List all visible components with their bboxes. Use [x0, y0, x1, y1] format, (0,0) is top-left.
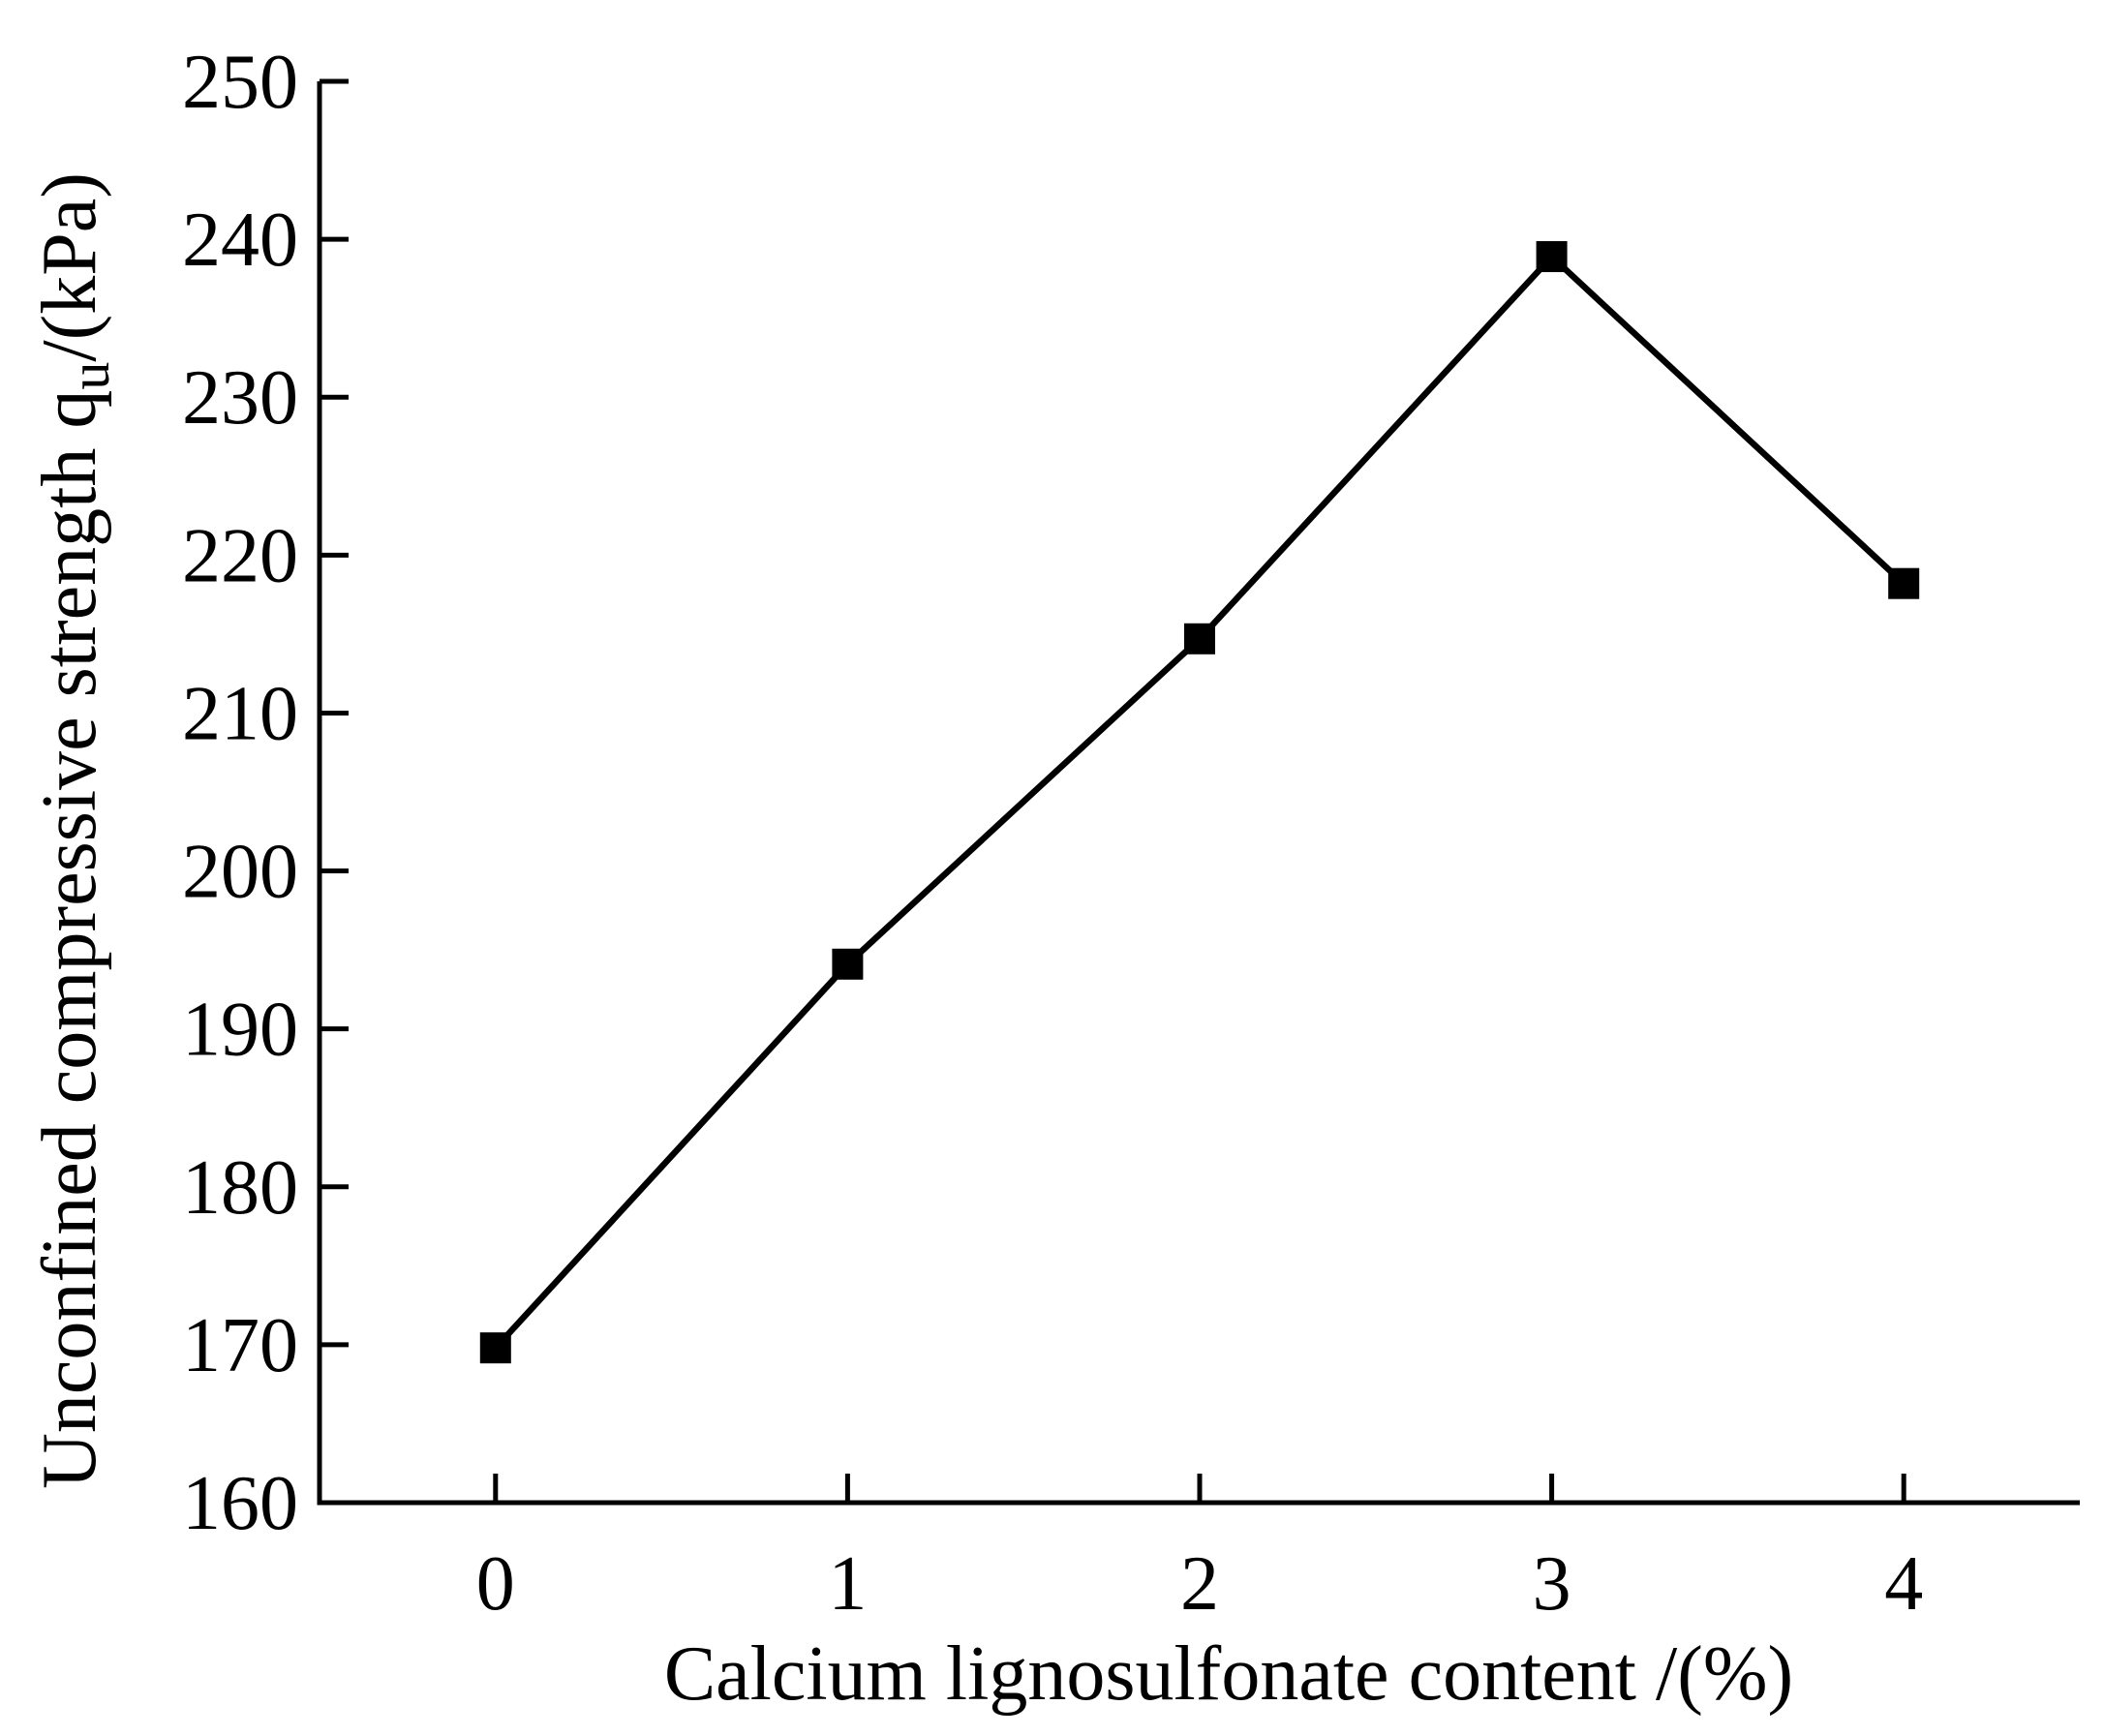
y-tick-label: 180 — [182, 1145, 298, 1231]
data-point-marker — [832, 948, 864, 980]
y-axis-title-unit: /(kPa) — [27, 172, 112, 362]
data-markers — [479, 241, 1920, 1364]
x-tick-label: 2 — [1180, 1541, 1219, 1627]
y-axis-ticks: 160 170 180 190 200 210 220 230 240 250 — [182, 40, 349, 1546]
data-point-marker — [1536, 241, 1568, 273]
series-line — [493, 252, 1906, 1351]
data-point-marker — [1888, 567, 1920, 599]
x-tick-label: 4 — [1884, 1541, 1923, 1627]
y-axis-title-subscript: u — [58, 362, 121, 390]
data-point-marker — [479, 1332, 511, 1364]
y-tick-label: 240 — [182, 198, 298, 283]
y-tick-label: 230 — [182, 355, 298, 441]
data-point-marker — [1184, 623, 1215, 655]
x-axis-ticks: 0 1 2 3 4 — [476, 1474, 1923, 1627]
y-tick-label: 170 — [182, 1303, 298, 1388]
y-tick-label: 220 — [182, 513, 298, 598]
x-axis-title: Calcium lignosulfonate content /(%) — [664, 1631, 1793, 1717]
y-tick-label: 190 — [182, 988, 298, 1073]
axes-frame — [317, 81, 2080, 1506]
x-tick-label: 0 — [476, 1541, 515, 1627]
y-tick-label: 210 — [182, 671, 298, 756]
x-tick-label: 3 — [1533, 1541, 1571, 1627]
y-axis-title-main: Unconfined compressive strength q — [27, 390, 112, 1489]
x-tick-label: 1 — [828, 1541, 867, 1627]
y-tick-label: 160 — [182, 1461, 298, 1546]
y-tick-label: 250 — [182, 40, 298, 125]
y-tick-label: 200 — [182, 830, 298, 915]
y-axis-title: Unconfined compressive strength qu/(kPa) — [27, 172, 121, 1489]
